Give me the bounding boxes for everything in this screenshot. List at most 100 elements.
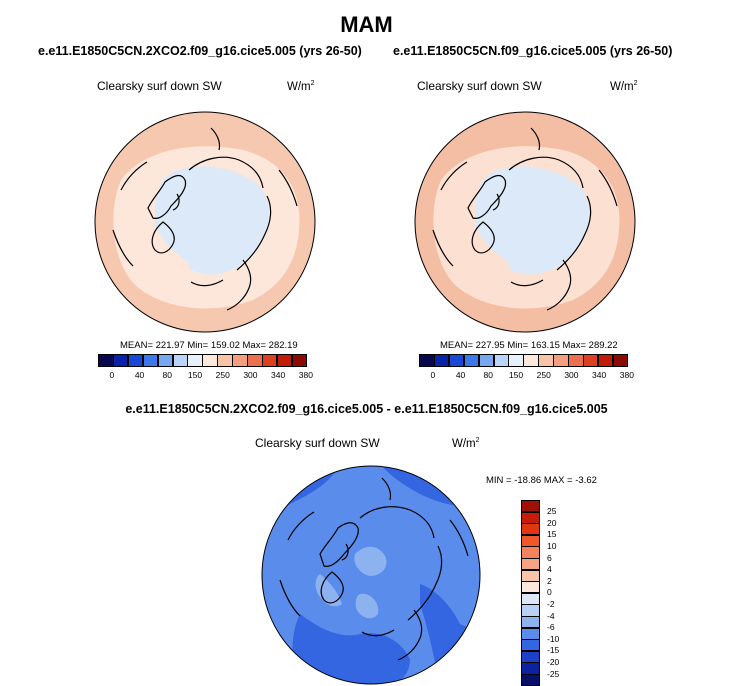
panel-1-colorbar-swatch bbox=[172, 354, 189, 367]
diff-colorbar-label: 25 bbox=[547, 506, 557, 517]
diff-colorbar-label: 20 bbox=[547, 517, 557, 528]
panel-1-colorbar: 0 40 80 150 250 300 340 380 bbox=[98, 354, 313, 381]
diff-colorbar-label: -15 bbox=[547, 645, 560, 656]
diff-units: W/m2 bbox=[452, 437, 480, 450]
diff-colorbar-label: -10 bbox=[547, 633, 560, 644]
diff-polar-map bbox=[261, 465, 481, 685]
panel-2-colorbar-swatch bbox=[493, 354, 510, 367]
panel-2-colorbar-swatch bbox=[448, 354, 465, 367]
panel-2-colorbar-swatch bbox=[523, 354, 539, 367]
panel-2-colorbar-swatch bbox=[612, 354, 629, 367]
panel-1-coastlines bbox=[112, 127, 298, 311]
panel-1-colorbar-swatch bbox=[276, 354, 293, 367]
diff-colorbar-label: -4 bbox=[547, 610, 555, 621]
diff-colorbar-label: 4 bbox=[547, 564, 552, 575]
diff-lighter-region-3 bbox=[355, 593, 379, 619]
diff-colorbar-label: 0 bbox=[547, 587, 552, 598]
panel-2-colorbar-swatch bbox=[597, 354, 614, 367]
panel-1-colorbar-label: 150 bbox=[187, 370, 203, 380]
panel-1-colorbar-swatch bbox=[247, 354, 263, 367]
figure-title: MAM bbox=[340, 12, 393, 37]
panel-1-colorbar-swatch bbox=[261, 354, 278, 367]
panel-1-colorbar-label: 80 bbox=[162, 370, 173, 380]
diff-colorbar-swatch bbox=[521, 592, 540, 605]
diff-colorbar: 25 20 15 10 6 4 2 0 -2 -4 -6 -10 -15 -20 -25 bbox=[521, 500, 559, 686]
panel-1-polar-map bbox=[94, 111, 316, 333]
diff-colorbar-swatch bbox=[521, 546, 540, 559]
panel-1-colorbar-swatch bbox=[157, 354, 174, 367]
panel-2-colorbar-swatch bbox=[508, 354, 524, 367]
panel-1-stats: MEAN= 221.97 Min= 159.02 Max= 282.19 bbox=[120, 340, 298, 351]
panel-1-colorbar-label: 250 bbox=[215, 370, 230, 380]
diff-colorbar-swatch bbox=[521, 615, 540, 629]
panel-2-colorbar-swatch bbox=[478, 354, 495, 367]
diff-colorbar-swatch bbox=[521, 604, 540, 617]
diff-darker-region-3 bbox=[292, 614, 410, 684]
panel-1-colorbar-swatch bbox=[217, 354, 233, 367]
panel-2-colorbar-label: 250 bbox=[536, 370, 551, 380]
diff-colorbar-label: 15 bbox=[547, 529, 557, 540]
panel-1-units: W/m2 bbox=[287, 80, 315, 93]
panel-1-colorbar-label: 300 bbox=[243, 370, 258, 380]
diff-colorbar-swatch bbox=[521, 511, 540, 524]
diff-colorbar-swatch bbox=[521, 581, 540, 594]
panel-2-map-border bbox=[414, 111, 636, 333]
panel-1-colorbar-swatch bbox=[112, 354, 129, 367]
panel-1-polar-cap bbox=[154, 166, 270, 275]
diff-lighter-region-1 bbox=[354, 546, 387, 576]
panel-2-colorbar-label: 380 bbox=[619, 370, 634, 380]
panel-1-colorbar-label: 0 bbox=[109, 370, 115, 380]
diff-colorbar-label: 6 bbox=[547, 552, 552, 563]
panel-1-colorbar-swatch bbox=[291, 354, 308, 367]
diff-colorbar-swatch bbox=[521, 500, 540, 513]
panel-2-colorbar-label: 340 bbox=[592, 370, 607, 380]
diff-colorbar-swatch bbox=[521, 639, 540, 652]
panel-2-coastlines bbox=[432, 127, 618, 311]
diff-colorbar-label: -6 bbox=[547, 622, 555, 633]
diff-colorbar-swatch bbox=[521, 673, 540, 686]
diff-stats: MIN = -18.86 MAX = -3.62 bbox=[486, 475, 597, 486]
diff-colorbar-label: -25 bbox=[547, 668, 560, 679]
panel-1-colorbar-swatch bbox=[187, 354, 203, 367]
diff-variable-label: Clearsky surf down SW bbox=[255, 436, 380, 450]
diff-colorbar-swatch bbox=[521, 557, 540, 571]
diff-colorbar-swatch bbox=[521, 662, 540, 675]
panel-2-colorbar-swatch bbox=[553, 354, 569, 367]
panel-2-colorbar-label: 150 bbox=[508, 370, 524, 380]
diff-colorbar-swatch bbox=[521, 534, 540, 547]
panel-1-colorbar-label: 340 bbox=[271, 370, 286, 380]
panel-2-colorbar-swatch bbox=[568, 354, 584, 367]
panel-2-polar-map bbox=[414, 111, 636, 333]
diff-colorbar-label: -20 bbox=[547, 656, 560, 667]
diff-colorbar-swatch bbox=[521, 650, 540, 663]
panel-2-colorbar-swatch bbox=[433, 354, 450, 367]
diff-coastlines bbox=[279, 477, 469, 661]
diff-colorbar-swatch bbox=[521, 569, 540, 582]
panel-1-colorbar-swatch bbox=[202, 354, 218, 367]
panel-2-variable-label: Clearsky surf down SW bbox=[417, 79, 542, 93]
panel-2-stats: MEAN= 227.95 Min= 163.15 Max= 289.22 bbox=[440, 340, 618, 351]
panel-1-colorbar-label: 40 bbox=[134, 370, 145, 380]
panel-1-colorbar-label: 380 bbox=[298, 370, 313, 380]
diff-colorbar-label: 2 bbox=[547, 575, 552, 586]
diff-lighter-region-2 bbox=[315, 574, 342, 607]
panel-1-colorbar-swatch bbox=[232, 354, 248, 367]
diff-map-border bbox=[261, 465, 481, 685]
diff-title: e.e11.E1850C5CN.2XCO2.f09_g16.cice5.005 … bbox=[125, 402, 608, 416]
panel-2-colorbar-label: 80 bbox=[483, 370, 494, 380]
diff-colorbar-swatch bbox=[521, 627, 540, 640]
panel-1-map-border bbox=[94, 111, 316, 333]
panel-2-colorbar-label: 40 bbox=[455, 370, 466, 380]
panel-2-greenland-region bbox=[475, 228, 510, 272]
panel-2-colorbar: 0 40 80 150 250 300 340 380 bbox=[419, 354, 634, 381]
panel-2-colorbar-swatch bbox=[582, 354, 599, 367]
panel-1-colorbar-swatch bbox=[142, 354, 159, 367]
panel-1-colorbar-swatch bbox=[98, 354, 114, 367]
panel-1-title: e.e11.E1850C5CN.2XCO2.f09_g16.cice5.005 … bbox=[38, 44, 362, 58]
panel-1-colorbar-swatch bbox=[127, 354, 144, 367]
panel-2-units: W/m2 bbox=[610, 80, 638, 93]
panel-1-variable-label: Clearsky surf down SW bbox=[97, 79, 222, 93]
panel-2-colorbar-swatch bbox=[463, 354, 480, 367]
panel-2-title: e.e11.E1850C5CN.f09_g16.cice5.005 (yrs 2… bbox=[393, 44, 673, 58]
diff-colorbar-label: 10 bbox=[547, 540, 557, 551]
